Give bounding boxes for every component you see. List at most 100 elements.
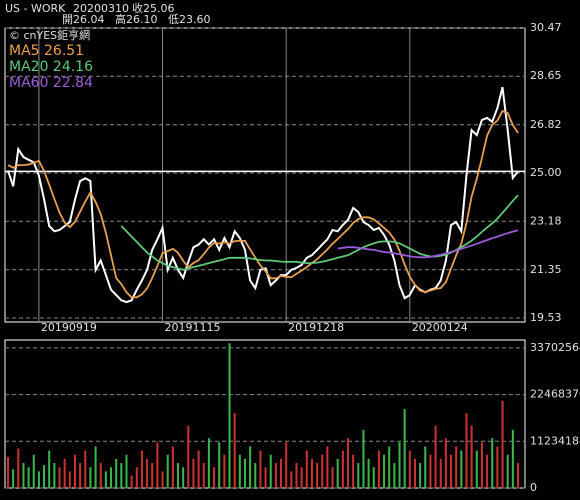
volume-bar — [238, 454, 241, 488]
volume-bar — [506, 454, 509, 488]
volume-bar — [89, 467, 92, 488]
volume-bar — [455, 446, 458, 488]
y-tick-label: 33702564 — [530, 341, 580, 354]
volume-bar — [223, 454, 226, 488]
volume-bar — [37, 471, 40, 488]
volume-bar — [259, 450, 262, 488]
volume-bar — [27, 467, 30, 488]
symbol: US - WORK — [5, 2, 66, 15]
volume-bar — [53, 463, 56, 488]
volume-bar — [146, 458, 149, 488]
volume-bar — [264, 467, 267, 488]
volume-bar — [403, 409, 406, 488]
volume-bar — [43, 465, 46, 488]
volume-bar — [480, 442, 483, 488]
volume-bar — [367, 458, 370, 488]
volume-bar — [130, 475, 133, 488]
volume-bar — [398, 442, 401, 488]
volume-bar — [486, 454, 489, 488]
volume-bar — [202, 463, 205, 488]
volume-bar — [249, 446, 252, 488]
volume-bar — [439, 458, 442, 488]
volume-bar — [125, 454, 128, 488]
volume-bar — [357, 463, 360, 488]
y-tick-label: 22468376 — [530, 388, 580, 401]
volume-bar — [321, 454, 324, 488]
volume-bar — [316, 463, 319, 488]
volume-bar — [63, 458, 66, 488]
y-tick-label: 21.35 — [530, 263, 562, 276]
watermark: © cnYES鉅亨網 — [9, 28, 90, 42]
volume-bar — [352, 454, 355, 488]
volume-bar — [135, 467, 138, 488]
volume-bar — [243, 458, 246, 488]
volume-bar — [73, 454, 76, 488]
volume-bar — [460, 450, 463, 488]
volume-bar — [140, 450, 143, 488]
date: 20200310 — [73, 2, 129, 15]
volume-bar — [166, 454, 169, 488]
volume-bar — [84, 450, 87, 488]
volume-bar — [48, 450, 51, 488]
price-line — [7, 109, 519, 299]
volume-bar — [176, 463, 180, 488]
volume-bar — [182, 467, 185, 488]
y-tick-label: 30.47 — [530, 21, 562, 34]
volume-bar — [104, 471, 107, 488]
y-tick-label: 11234188 — [530, 434, 580, 447]
volume-bar — [424, 446, 427, 488]
volume-bar — [310, 458, 313, 488]
volume-bar — [207, 438, 210, 488]
volume-bar — [218, 442, 221, 488]
volume-bar — [213, 467, 216, 488]
volume-bar — [110, 467, 113, 488]
volume-bar — [383, 454, 386, 488]
volume-bar — [17, 448, 20, 488]
open-price: 開26.04 — [62, 13, 105, 26]
legend-entry: MA20 24.16 — [9, 59, 93, 75]
volume-bar — [331, 467, 334, 488]
volume-bar — [491, 438, 494, 488]
volume-bar — [341, 450, 344, 488]
high-price: 高26.10 — [115, 12, 158, 26]
x-tick-label: 20191218 — [288, 321, 344, 334]
volume-bar — [285, 442, 288, 488]
volume-bar — [346, 438, 350, 488]
legend-entry: MA5 26.51 — [9, 43, 84, 59]
volume-bar — [388, 446, 391, 488]
volume-bar — [511, 429, 514, 488]
volume-bar — [115, 458, 118, 488]
low-price: 低23.60 — [168, 13, 211, 26]
volume-bar — [501, 400, 504, 488]
volume-bar — [290, 471, 293, 488]
y-tick-label: 19.53 — [530, 311, 562, 324]
volume-bar — [496, 446, 499, 488]
volume-bar — [408, 450, 411, 488]
x-tick-label: 20200124 — [412, 321, 468, 334]
x-tick-label: 20191115 — [165, 321, 221, 334]
volume-bar — [22, 463, 25, 488]
volume-bar — [419, 463, 422, 488]
volume-bar — [465, 413, 468, 488]
volume-bar — [444, 438, 447, 488]
volume-bar — [68, 471, 71, 488]
volume-bar — [280, 458, 283, 488]
volume-bar — [305, 450, 308, 488]
volume-bar — [32, 454, 35, 488]
volume-bar — [12, 469, 15, 488]
volume-bar — [233, 413, 236, 488]
volume-bar — [326, 446, 329, 488]
volume-bar — [516, 463, 520, 488]
volume-bar — [434, 425, 437, 488]
volume-bar — [269, 454, 272, 488]
volume-bar — [171, 446, 174, 488]
volume-bar — [470, 425, 473, 488]
x-tick-label: 20190919 — [41, 321, 97, 334]
y-tick-label: 23.18 — [530, 214, 562, 227]
volume-bar — [274, 463, 277, 488]
volume-bar — [197, 450, 200, 488]
volume-bar — [254, 463, 257, 488]
volume-bar — [372, 467, 375, 488]
